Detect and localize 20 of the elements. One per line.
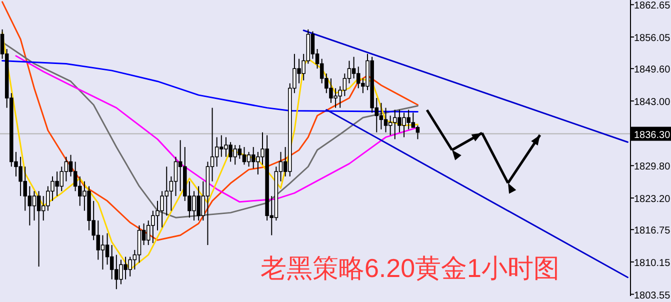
y-tick-label: 1823.20: [634, 194, 671, 205]
y-tick-label: 1810.15: [634, 258, 671, 269]
y-tick-label: 1816.75: [634, 226, 671, 237]
y-tick-label: 1862.65: [634, 0, 671, 12]
y-tick-label: 1849.60: [634, 64, 671, 76]
y-tick-label: 1856.05: [634, 33, 671, 44]
candlestick: [242, 146, 246, 166]
title: 老黑策略6.20黄金1小时图: [260, 253, 560, 283]
line-series: [2, 60, 418, 112]
candlestick: [174, 156, 178, 197]
candlestick: [384, 107, 388, 133]
candlestick: [32, 190, 36, 222]
ref-line-label: 1836.30: [634, 130, 671, 141]
y-tick-label: 1803.55: [634, 290, 671, 302]
y-tick-label: 1843.00: [634, 96, 671, 108]
y-tick-label: 1829.80: [634, 162, 671, 173]
line-series: [15, 55, 418, 203]
candlestick: [100, 234, 105, 270]
line-series: [2, 1, 418, 241]
candlestick: [416, 124, 420, 140]
